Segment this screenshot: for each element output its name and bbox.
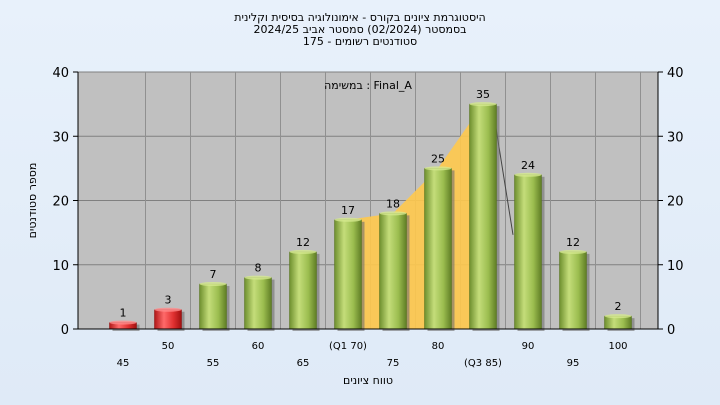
bar-value-label: 35 (476, 88, 490, 101)
bar-cap (604, 314, 632, 319)
x-axis-label: טווח ציונים (343, 374, 393, 387)
y-tick-label-right: 40 (667, 66, 684, 81)
y-tick-label-right: 10 (667, 259, 684, 274)
bar-cap (199, 282, 227, 287)
y-axis-label: מספר סטודנטים (26, 163, 39, 239)
x-tick-label: 45 (117, 358, 130, 369)
bar (559, 251, 587, 330)
bar (424, 168, 452, 330)
y-tick-label-left: 10 (52, 259, 69, 274)
bar-cap (244, 275, 272, 280)
x-tick-label: 55 (207, 358, 220, 369)
bar-value-label: 7 (210, 268, 217, 281)
bar-value-label: 12 (566, 236, 580, 249)
x-tick-label: 65 (297, 358, 310, 369)
x-tick-label: (Q3 85) (464, 358, 502, 369)
y-tick-label-right: 0 (667, 323, 675, 338)
chart-title-line-2: בסמסטר (02/2024) סמסטר אביב 2024/25 (253, 23, 467, 36)
x-tick-label: (Q1 70) (329, 341, 367, 352)
bar (334, 219, 362, 330)
bar-value-label: 18 (386, 197, 400, 210)
y-tick-label-left: 30 (52, 130, 69, 145)
bar-value-label: 24 (521, 159, 535, 172)
bar (154, 309, 182, 330)
x-tick-label: 60 (252, 341, 265, 352)
bar-value-label: 17 (341, 204, 355, 217)
chart-title-line-1: היסטוגרמת ציונים בקורס - אימונולוגיה בסי… (234, 11, 486, 24)
bar (199, 283, 227, 330)
y-tick-label-right: 30 (667, 130, 684, 145)
y-tick-label-right: 20 (667, 195, 684, 210)
x-tick-label: 80 (432, 341, 445, 352)
bar-cap (469, 102, 497, 107)
x-tick-label: 90 (522, 341, 535, 352)
x-tick-label: 100 (608, 341, 627, 352)
bar (289, 251, 317, 330)
bar-value-label: 2 (615, 300, 622, 313)
bar-cap (334, 217, 362, 222)
y-tick-label-left: 0 (61, 323, 69, 338)
bar-cap (559, 249, 587, 254)
x-tick-label: 95 (567, 358, 580, 369)
bar-value-label: 3 (165, 294, 172, 307)
bar (244, 277, 272, 330)
bar-cap (514, 172, 542, 177)
bar-value-label: 12 (296, 236, 310, 249)
bar-cap (109, 320, 137, 325)
bar-value-label: 1 (120, 307, 127, 320)
bar (379, 213, 407, 330)
bar-cap (424, 166, 452, 171)
y-tick-label-left: 40 (52, 66, 69, 81)
bar-value-label: 8 (255, 262, 262, 275)
x-tick-label: 75 (387, 358, 400, 369)
bar-cap (379, 211, 407, 216)
bar (514, 174, 542, 330)
y-tick-label-left: 20 (52, 195, 69, 210)
chart-title-line-3: סטודנטים רשומים - 175 (302, 35, 418, 48)
bar-cap (154, 307, 182, 312)
plot-annotation: במשימה : Final_A (324, 79, 412, 92)
bar (469, 103, 497, 330)
bar-value-label: 25 (431, 152, 445, 165)
bar-cap (289, 249, 317, 254)
x-tick-label: 50 (162, 341, 175, 352)
